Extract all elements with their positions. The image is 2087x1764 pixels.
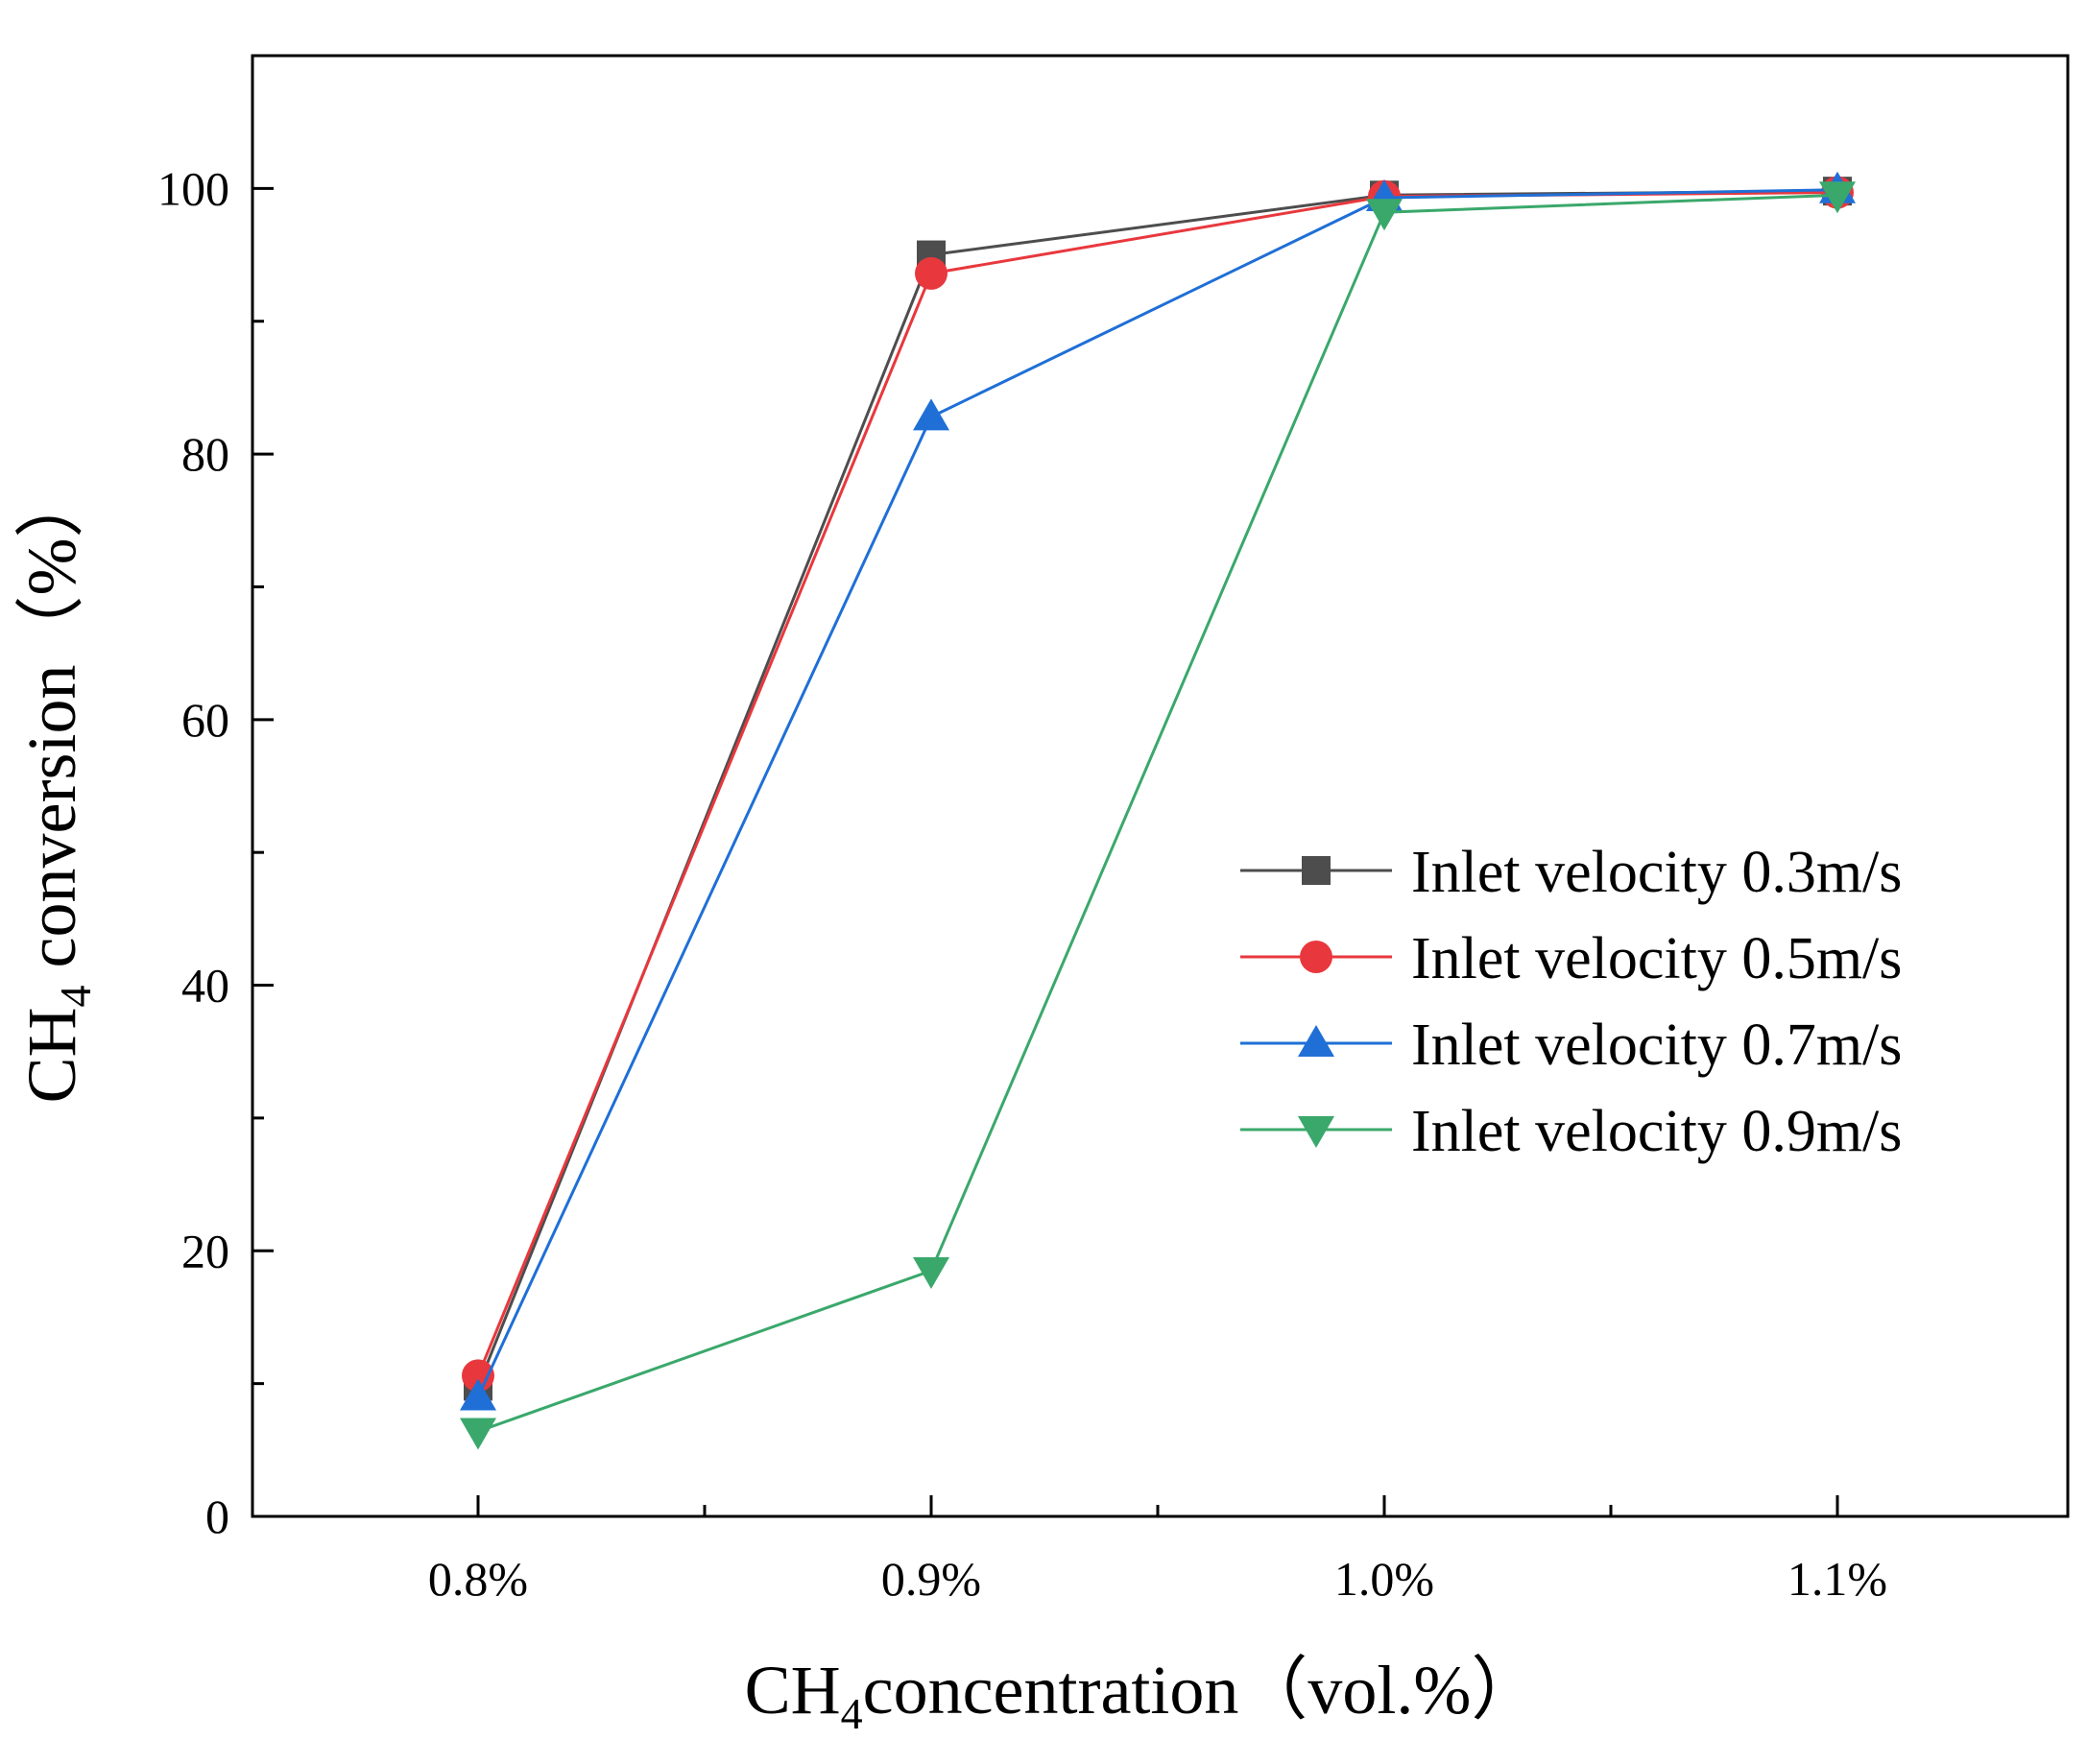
series-1: [464, 177, 1852, 1401]
series-3: [460, 171, 1856, 1411]
x-axis-title-subscript: 4: [841, 1689, 863, 1738]
y-tick-label: 80: [181, 427, 229, 481]
series-line: [476, 191, 1838, 1376]
series-line: [477, 193, 1838, 1433]
y-axis-title: CH4 conversion（%）: [13, 469, 100, 1104]
data-point: [1819, 181, 1856, 214]
x-tick-label: 0.8%: [428, 1552, 528, 1606]
y-tick-label: 100: [157, 161, 229, 215]
legend-item: Inlet velocity 0.5m/s: [1240, 926, 1902, 991]
x-tick-label: 0.9%: [881, 1552, 981, 1606]
legend-label: Inlet velocity 0.7m/s: [1411, 1013, 1902, 1078]
data-point: [1366, 199, 1403, 231]
x-axis-title-base: CH: [745, 1652, 841, 1728]
legend-label: Inlet velocity 0.3m/s: [1411, 840, 1902, 905]
series-line: [476, 189, 1838, 1387]
x-axis-title-rest: concentration（vol.%）: [863, 1652, 1541, 1728]
legend-marker: [1298, 1116, 1334, 1148]
legend-marker: [1302, 856, 1331, 885]
x-axis: 0.8% 0.9% 1.0% 1.1%: [428, 1495, 1887, 1606]
y-axis-title-base: CH: [13, 1007, 90, 1103]
y-tick-label: 40: [181, 959, 229, 1013]
y-tick-label: 60: [181, 693, 229, 747]
legend-item: Inlet velocity 0.9m/s: [1240, 1099, 1902, 1164]
legend-marker: [1300, 941, 1332, 973]
legend: Inlet velocity 0.3m/s Inlet velocity 0.5m…: [1240, 840, 1902, 1164]
legend-label: Inlet velocity 0.9m/s: [1411, 1099, 1902, 1164]
x-tick-label: 1.0%: [1334, 1552, 1434, 1606]
legend-item: Inlet velocity 0.7m/s: [1240, 1013, 1902, 1078]
y-axis-title-subscript: 4: [51, 985, 100, 1007]
legend-marker: [1298, 1025, 1334, 1057]
series-4: [460, 181, 1856, 1450]
legend-label: Inlet velocity 0.5m/s: [1411, 926, 1902, 991]
data-point: [460, 1378, 496, 1411]
y-axis-title-rest: conversion（%）: [13, 469, 90, 986]
y-axis: 0 20 40 60 80 100: [157, 161, 274, 1543]
data-point: [913, 398, 949, 431]
data-point: [462, 1359, 494, 1393]
y-tick-label: 0: [205, 1490, 229, 1543]
series-line: [476, 188, 1838, 1398]
series-2: [462, 176, 1854, 1393]
legend-item: Inlet velocity 0.3m/s: [1240, 840, 1902, 905]
y-tick-label: 20: [181, 1224, 229, 1277]
series-layer: [460, 171, 1856, 1450]
x-axis-title: CH4concentration（vol.%）: [745, 1652, 1541, 1738]
data-point: [915, 256, 948, 290]
x-tick-label: 1.1%: [1787, 1552, 1887, 1606]
data-point: [460, 1418, 496, 1450]
plot-frame: [251, 54, 2070, 1518]
data-point: [913, 1257, 949, 1290]
